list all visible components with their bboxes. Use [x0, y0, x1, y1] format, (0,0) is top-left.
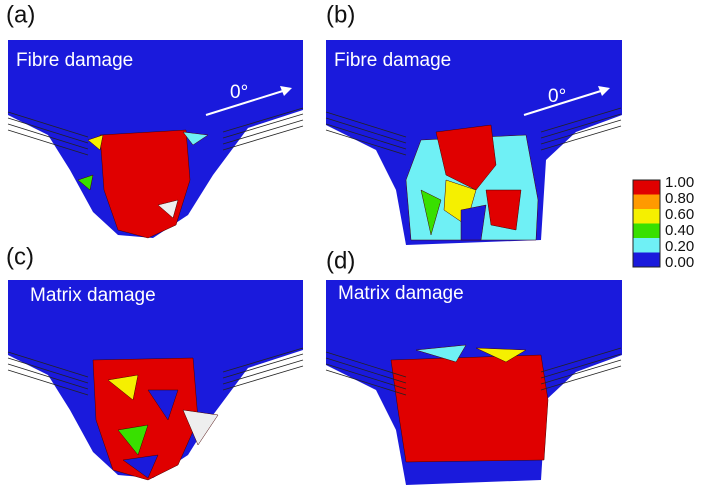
panel-label: (a)	[6, 1, 35, 28]
panel-label: (c)	[6, 243, 34, 270]
simulation-images	[8, 40, 622, 485]
arrow-label: 0°	[230, 82, 248, 103]
colorbar-cell	[633, 253, 660, 268]
simulation-panel	[326, 280, 622, 485]
figure: (a) (b) (c) (d) Fibre damage Fibre damag…	[0, 0, 708, 488]
colorbar-label: 0.20	[665, 238, 694, 255]
colorbar-cell	[633, 195, 660, 210]
colorbar-label: 0.40	[665, 222, 694, 239]
panel-title: Fibre damage	[16, 50, 133, 71]
colorbar-cell	[633, 209, 660, 224]
panel-title: Matrix damage	[30, 285, 156, 306]
damage-region	[486, 190, 521, 230]
colorbar-label: 0.60	[665, 206, 694, 223]
colorbar-label: 0.00	[665, 254, 694, 271]
colorbar: 1.00 0.80 0.60 0.40 0.20 0.00	[633, 174, 694, 271]
panel-label: (b)	[326, 1, 355, 28]
panel-title: Fibre damage	[334, 50, 451, 71]
panel-title: Matrix damage	[338, 283, 464, 304]
arrow-label: 0°	[548, 86, 566, 107]
simulation-panel	[8, 280, 303, 480]
colorbar-cell	[633, 238, 660, 253]
colorbar-cell	[633, 224, 660, 239]
damage-region	[391, 355, 548, 462]
colorbar-label: 1.00	[665, 174, 694, 191]
panel-label: (d)	[326, 247, 355, 274]
colorbar-cell	[633, 180, 660, 195]
colorbar-label: 0.80	[665, 190, 694, 207]
